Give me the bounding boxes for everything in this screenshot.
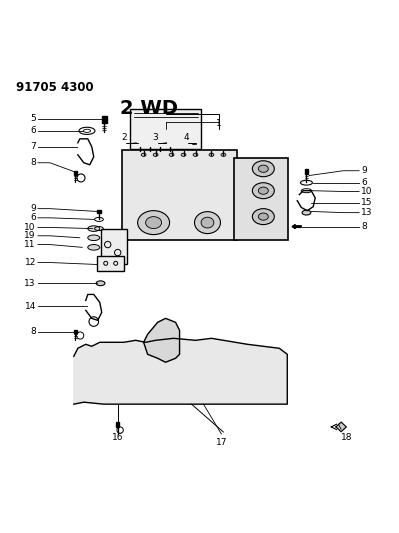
Ellipse shape bbox=[201, 217, 214, 228]
Text: 2 WD: 2 WD bbox=[120, 99, 178, 118]
Text: 13: 13 bbox=[361, 208, 373, 217]
Bar bbox=[97, 210, 101, 213]
Ellipse shape bbox=[195, 212, 220, 233]
Polygon shape bbox=[74, 338, 287, 404]
Text: 19: 19 bbox=[24, 231, 36, 240]
Text: 3: 3 bbox=[153, 133, 158, 142]
Text: 6: 6 bbox=[30, 213, 36, 222]
Text: 18: 18 bbox=[342, 433, 353, 442]
Ellipse shape bbox=[146, 216, 162, 229]
FancyBboxPatch shape bbox=[130, 109, 201, 149]
FancyBboxPatch shape bbox=[122, 150, 237, 240]
Ellipse shape bbox=[253, 183, 275, 199]
Text: 11: 11 bbox=[24, 240, 36, 249]
Bar bbox=[166, 150, 173, 155]
Ellipse shape bbox=[209, 153, 214, 156]
Ellipse shape bbox=[153, 153, 158, 156]
Text: 6: 6 bbox=[361, 178, 367, 187]
Text: 1: 1 bbox=[216, 119, 221, 127]
Bar bbox=[305, 169, 308, 174]
Ellipse shape bbox=[193, 153, 198, 156]
Ellipse shape bbox=[259, 187, 269, 195]
Text: 6: 6 bbox=[30, 126, 36, 135]
Text: 15: 15 bbox=[361, 198, 373, 207]
Text: 12: 12 bbox=[24, 258, 36, 267]
Ellipse shape bbox=[259, 165, 269, 172]
Text: 2: 2 bbox=[121, 133, 126, 142]
FancyBboxPatch shape bbox=[97, 256, 124, 271]
Ellipse shape bbox=[302, 210, 311, 215]
Text: 8: 8 bbox=[361, 222, 367, 231]
Bar bbox=[146, 150, 153, 155]
Ellipse shape bbox=[141, 153, 146, 156]
Ellipse shape bbox=[169, 153, 174, 156]
FancyBboxPatch shape bbox=[234, 158, 288, 240]
Text: 16: 16 bbox=[112, 433, 123, 442]
Text: 10: 10 bbox=[361, 187, 373, 196]
Bar bbox=[156, 150, 163, 155]
Ellipse shape bbox=[259, 213, 269, 220]
Text: 13: 13 bbox=[24, 279, 36, 288]
Ellipse shape bbox=[88, 235, 100, 240]
Bar bbox=[116, 422, 119, 427]
Text: 91705 4300: 91705 4300 bbox=[16, 81, 94, 94]
Ellipse shape bbox=[88, 245, 100, 250]
Ellipse shape bbox=[96, 281, 105, 286]
Bar bbox=[102, 117, 107, 123]
Ellipse shape bbox=[253, 161, 275, 177]
Bar bbox=[74, 329, 77, 333]
Text: 4: 4 bbox=[184, 133, 190, 142]
Text: 14: 14 bbox=[24, 302, 36, 311]
Bar bbox=[74, 171, 77, 175]
Ellipse shape bbox=[221, 153, 226, 156]
Text: 8: 8 bbox=[30, 327, 36, 336]
Ellipse shape bbox=[88, 226, 100, 231]
Text: 17: 17 bbox=[216, 438, 227, 447]
Polygon shape bbox=[336, 422, 346, 432]
Text: 10: 10 bbox=[24, 223, 36, 232]
Bar bbox=[136, 150, 143, 155]
Text: 9: 9 bbox=[361, 166, 367, 175]
FancyBboxPatch shape bbox=[101, 229, 127, 264]
Text: 5: 5 bbox=[30, 115, 36, 123]
Ellipse shape bbox=[181, 153, 186, 156]
Text: 7: 7 bbox=[30, 142, 36, 151]
Text: 8: 8 bbox=[30, 158, 36, 167]
Ellipse shape bbox=[253, 208, 275, 224]
Polygon shape bbox=[144, 318, 180, 362]
Text: 9: 9 bbox=[30, 204, 36, 213]
Ellipse shape bbox=[138, 211, 170, 235]
FancyArrow shape bbox=[292, 224, 301, 229]
